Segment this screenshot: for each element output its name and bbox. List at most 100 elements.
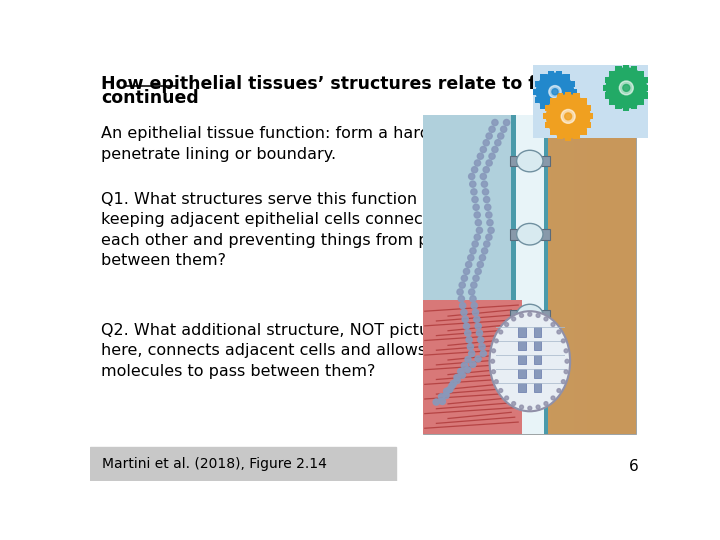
FancyBboxPatch shape: [565, 92, 571, 98]
Bar: [552, 115, 556, 434]
Circle shape: [499, 330, 503, 334]
Circle shape: [472, 167, 477, 173]
Bar: [605, 115, 610, 434]
Circle shape: [446, 387, 453, 393]
Circle shape: [495, 380, 498, 383]
Circle shape: [459, 282, 465, 288]
Circle shape: [462, 362, 467, 369]
FancyBboxPatch shape: [570, 89, 577, 95]
FancyBboxPatch shape: [580, 129, 587, 134]
Bar: [516, 115, 544, 434]
Circle shape: [475, 323, 481, 329]
Circle shape: [486, 160, 492, 166]
Bar: [596, 115, 600, 434]
Circle shape: [528, 312, 532, 316]
Circle shape: [487, 220, 493, 226]
Ellipse shape: [517, 224, 543, 245]
Circle shape: [433, 399, 439, 405]
FancyBboxPatch shape: [535, 80, 541, 87]
FancyBboxPatch shape: [550, 129, 556, 134]
Circle shape: [561, 110, 575, 123]
Circle shape: [536, 405, 540, 409]
Circle shape: [520, 405, 523, 409]
FancyBboxPatch shape: [565, 135, 571, 141]
Bar: [518, 355, 526, 364]
FancyBboxPatch shape: [616, 66, 621, 72]
Circle shape: [462, 316, 468, 322]
Text: 6: 6: [629, 460, 639, 475]
Circle shape: [457, 289, 463, 295]
FancyBboxPatch shape: [557, 133, 563, 139]
Circle shape: [469, 173, 474, 179]
Circle shape: [471, 282, 477, 288]
Circle shape: [492, 349, 495, 353]
Circle shape: [485, 204, 491, 210]
Bar: [518, 327, 526, 336]
Bar: [423, 115, 530, 434]
Circle shape: [474, 160, 481, 166]
Circle shape: [450, 380, 456, 387]
Bar: [547, 115, 552, 434]
FancyBboxPatch shape: [556, 71, 562, 77]
Circle shape: [520, 314, 523, 318]
Circle shape: [512, 317, 516, 321]
Circle shape: [623, 84, 630, 91]
FancyBboxPatch shape: [624, 65, 629, 71]
Bar: [510, 229, 550, 240]
Circle shape: [472, 197, 478, 202]
FancyBboxPatch shape: [642, 77, 648, 83]
Ellipse shape: [517, 150, 543, 172]
FancyBboxPatch shape: [540, 103, 546, 109]
Bar: [534, 65, 648, 138]
FancyBboxPatch shape: [616, 103, 621, 110]
Circle shape: [470, 296, 476, 302]
Circle shape: [464, 323, 469, 329]
Circle shape: [471, 189, 477, 195]
FancyBboxPatch shape: [580, 98, 587, 104]
FancyBboxPatch shape: [603, 85, 609, 91]
FancyBboxPatch shape: [631, 103, 637, 110]
FancyBboxPatch shape: [569, 97, 575, 103]
Circle shape: [549, 85, 561, 98]
Circle shape: [480, 255, 485, 261]
Circle shape: [488, 227, 494, 233]
Circle shape: [483, 140, 490, 146]
Bar: [518, 341, 526, 350]
Bar: [600, 115, 605, 434]
Circle shape: [486, 212, 492, 218]
Bar: [90, 447, 396, 481]
Circle shape: [473, 204, 480, 210]
Circle shape: [495, 140, 501, 146]
Circle shape: [479, 343, 485, 350]
Circle shape: [454, 377, 460, 383]
Bar: [610, 115, 614, 434]
Bar: [510, 309, 550, 320]
Circle shape: [468, 255, 474, 261]
Circle shape: [464, 330, 471, 336]
Circle shape: [484, 197, 490, 202]
Text: An epithelial tissue function: form a hard-to-
penetrate lining or boundary.: An epithelial tissue function: form a ha…: [101, 126, 458, 162]
Circle shape: [474, 234, 480, 240]
Circle shape: [482, 189, 489, 195]
Bar: [618, 115, 623, 434]
Circle shape: [492, 370, 495, 374]
Bar: [627, 115, 632, 434]
Circle shape: [482, 248, 487, 254]
Circle shape: [469, 350, 474, 356]
Circle shape: [551, 322, 555, 327]
Circle shape: [469, 361, 476, 367]
Bar: [632, 115, 636, 434]
Circle shape: [492, 146, 498, 153]
Circle shape: [469, 289, 474, 295]
Circle shape: [486, 133, 492, 139]
FancyBboxPatch shape: [534, 89, 539, 95]
Circle shape: [472, 309, 479, 315]
Bar: [574, 115, 578, 434]
FancyBboxPatch shape: [642, 92, 648, 99]
Circle shape: [483, 167, 490, 173]
Circle shape: [459, 372, 466, 378]
Ellipse shape: [490, 311, 570, 411]
Circle shape: [557, 330, 561, 334]
FancyBboxPatch shape: [585, 122, 591, 128]
FancyBboxPatch shape: [624, 105, 629, 111]
